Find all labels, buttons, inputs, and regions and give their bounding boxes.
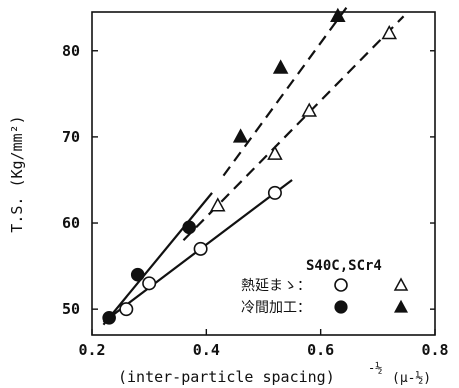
x-tick-label: 0.6 — [307, 341, 334, 359]
open-triangle-point — [301, 102, 317, 117]
open-triangle-point — [267, 145, 283, 160]
open-circle-point — [267, 185, 282, 200]
filled-circle-point — [102, 310, 116, 325]
legend-filled-circle-marker — [334, 300, 348, 314]
legend-header: S40C,SCr4 — [306, 258, 382, 274]
y-tick-label: 60 — [62, 214, 80, 232]
x-tick-label: 0.4 — [193, 341, 220, 359]
legend-open-triangle-marker — [393, 277, 409, 291]
x-axis-label-unit: (μ-½) — [392, 371, 431, 386]
filled-circle-point — [130, 267, 145, 282]
fit-line-series-2 — [182, 15, 405, 242]
filled-circle-point — [182, 220, 196, 235]
legend-open-circle-marker — [334, 278, 348, 292]
open-triangle-point — [381, 24, 398, 40]
filled-triangle-point — [272, 59, 289, 74]
x-tick-label: 0.8 — [421, 341, 448, 359]
open-circle-point — [193, 241, 208, 256]
y-axis-label: T.S. (Kg/mm²) — [8, 115, 26, 232]
legend-label-cold-worked: 冷間加工： — [241, 300, 311, 316]
legend: S40C,SCr4 熱延まゝ： 冷間加工： — [241, 258, 409, 316]
open-circle-point — [119, 302, 134, 317]
x-tick-label: 0.2 — [78, 341, 105, 359]
axis-ticks: 0.2 0.4 0.6 0.8 50 60 70 80 — [62, 42, 449, 359]
legend-filled-triangle-marker — [393, 299, 409, 313]
y-tick-label: 50 — [62, 300, 80, 318]
x-axis-label-exponent: -½ — [368, 361, 382, 375]
filled-triangle-point — [330, 7, 346, 23]
open-triangle-point — [210, 197, 226, 212]
x-axis-label: (inter-particle spacing) — [118, 368, 335, 386]
y-tick-label: 70 — [62, 128, 80, 146]
data-points — [102, 7, 398, 325]
plot-frame — [91, 11, 436, 336]
open-circle-point — [142, 276, 157, 291]
legend-label-hot-rolled: 熱延まゝ： — [241, 278, 311, 294]
filled-triangle-point — [232, 128, 249, 143]
y-tick-label: 80 — [62, 42, 80, 60]
fit-line-series-1 — [102, 192, 213, 326]
